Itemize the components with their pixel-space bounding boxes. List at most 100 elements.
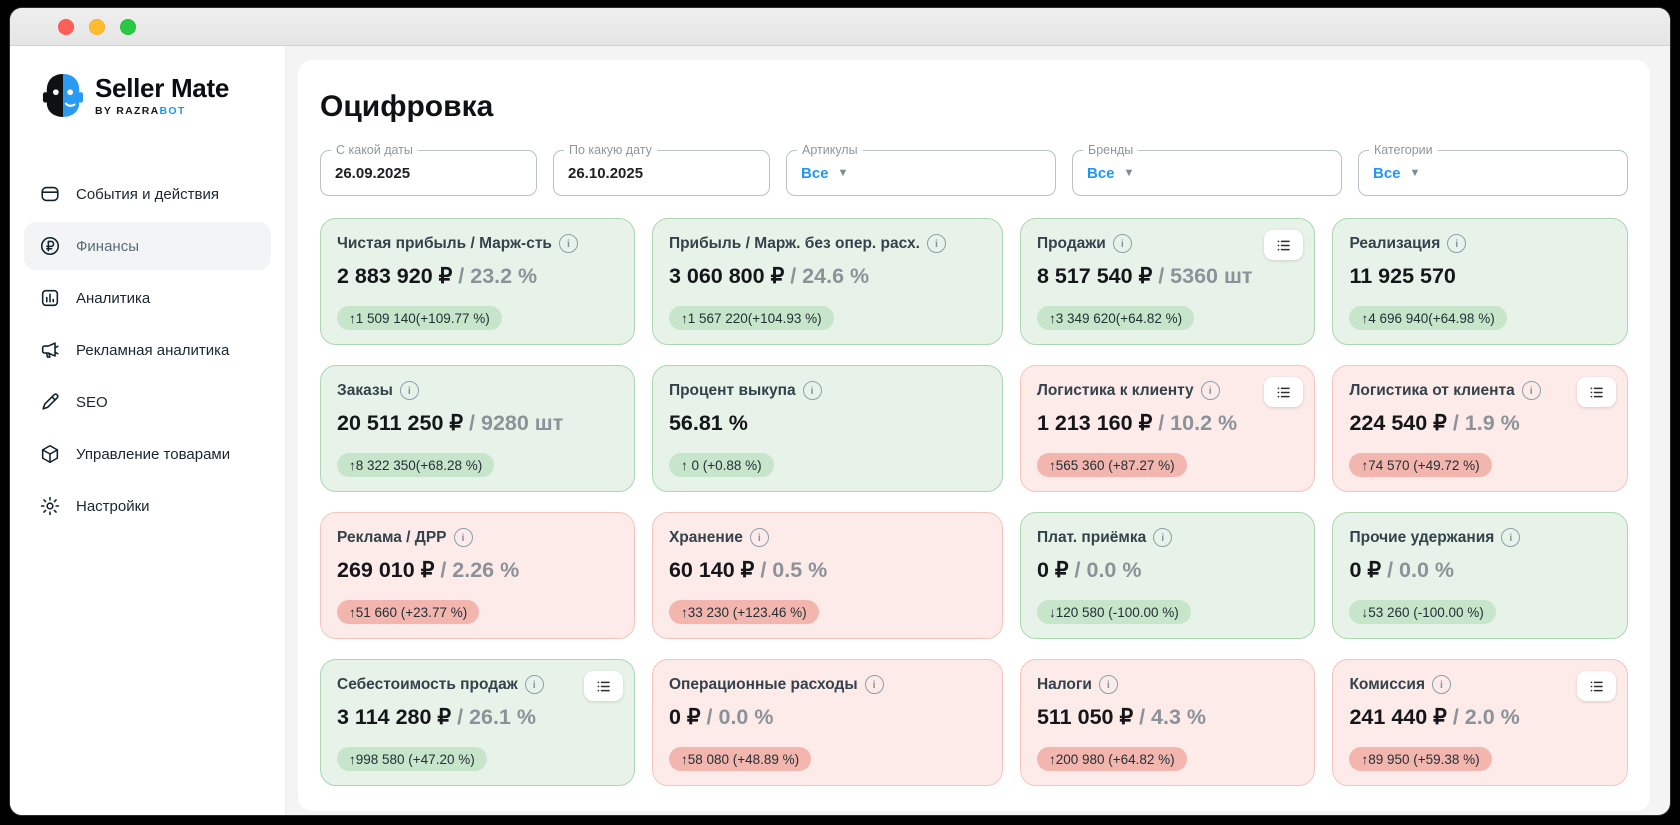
logo-title: Seller Mate bbox=[95, 73, 229, 103]
metric-card-profit_no_opex: Прибыль / Марж. без опер. расх. i 3 060 80… bbox=[651, 218, 1003, 345]
info-icon[interactable]: i bbox=[1200, 381, 1220, 400]
sidebar-item-events[interactable]: События и действия bbox=[24, 170, 271, 218]
card-amount: 60 140 ₽ bbox=[668, 558, 755, 582]
card-secondary-value: / 0.5 % bbox=[754, 558, 828, 582]
traffic-light-close-icon[interactable] bbox=[58, 18, 74, 35]
metric-card-storage: Хранение i 60 140 ₽ / 0.5 % ↑33 230 (+123.4… bbox=[651, 512, 1003, 639]
delta-badge: ↑565 360 (+87.27 %) bbox=[1036, 453, 1187, 477]
card-amount: 269 010 ₽ bbox=[337, 558, 435, 582]
metric-card-buyout_percent: Процент выкупа i 56.81 % ↑ 0 (+0.88 %) bbox=[651, 365, 1003, 492]
card-secondary-value: / 26.1 % bbox=[451, 705, 536, 729]
card-list-button[interactable] bbox=[1577, 671, 1616, 701]
app-window: Seller Mate BY RAZRABOT События и действ… bbox=[10, 8, 1670, 815]
delta-badge: ↑33 230 (+123.46 %) bbox=[668, 600, 819, 624]
card-list-button[interactable] bbox=[1264, 230, 1304, 260]
card-value: 0 ₽ / 0.0 % bbox=[1349, 558, 1611, 583]
filter-value: Все bbox=[1373, 164, 1401, 182]
info-icon[interactable]: i bbox=[926, 234, 946, 253]
card-title-row: Плат. приёмка i bbox=[1037, 528, 1299, 547]
logo-subtitle-accent: BOT bbox=[159, 105, 186, 117]
card-title-row: Чистая прибыль / Марж-сть i bbox=[337, 234, 618, 253]
info-icon[interactable]: i bbox=[1447, 234, 1467, 253]
sidebar-nav: События и действия Финансы Аналитика Реклам… bbox=[10, 170, 285, 530]
card-amount: 11 925 570 bbox=[1349, 264, 1456, 288]
card-title: Реклама / ДРР bbox=[337, 528, 447, 546]
info-icon[interactable]: i bbox=[453, 528, 473, 547]
info-icon[interactable]: i bbox=[802, 381, 822, 400]
info-icon[interactable]: i bbox=[399, 381, 419, 400]
sidebar-item-products[interactable]: Управление товарами bbox=[24, 430, 271, 478]
delta-badge: ↑ 0 (+0.88 %) bbox=[668, 453, 774, 477]
card-amount: 3 060 800 ₽ bbox=[668, 264, 785, 288]
delta-badge: ↑74 570 (+49.72 %) bbox=[1349, 453, 1492, 477]
card-value: 1 213 160 ₽ / 10.2 % bbox=[1037, 411, 1299, 436]
info-icon[interactable]: i bbox=[1432, 675, 1452, 694]
card-title-row: Налоги i bbox=[1037, 675, 1299, 694]
card-title-row: Себестоимость продаж i bbox=[337, 675, 618, 694]
card-title-row: Процент выкупа i bbox=[669, 381, 986, 400]
card-value: 511 050 ₽ / 4.3 % bbox=[1037, 705, 1299, 730]
filter-date_to[interactable]: По какую дату 26.10.2025 bbox=[553, 143, 770, 196]
card-title-row: Логистика от клиента i bbox=[1349, 381, 1611, 400]
info-icon[interactable]: i bbox=[1112, 234, 1132, 253]
sidebar-item-ads[interactable]: Рекламная аналитика bbox=[24, 326, 271, 374]
card-secondary-value: / 24.6 % bbox=[784, 264, 870, 288]
content-panel: Оцифровка С какой даты 26.09.2025 По какую… bbox=[298, 60, 1650, 811]
card-list-button[interactable] bbox=[583, 671, 623, 701]
sidebar-item-seo[interactable]: SEO bbox=[24, 378, 271, 426]
card-secondary-value: / 0.0 % bbox=[1068, 558, 1142, 582]
card-amount: 0 ₽ bbox=[1349, 558, 1382, 582]
card-list-button[interactable] bbox=[1577, 377, 1616, 407]
chevron-down-icon: ▼ bbox=[1409, 167, 1421, 179]
card-title: Реализация bbox=[1349, 234, 1441, 252]
info-icon[interactable]: i bbox=[1521, 381, 1541, 400]
card-title-row: Операционные расходы i bbox=[669, 675, 986, 694]
metric-card-realization: Реализация i 11 925 570 ↑4 696 940(+64.98 %… bbox=[1332, 218, 1628, 345]
filter-date_from[interactable]: С какой даты 26.09.2025 bbox=[320, 143, 537, 196]
card-amount: 20 511 250 ₽ bbox=[337, 411, 464, 435]
card-title: Логистика к клиенту bbox=[1036, 381, 1194, 399]
card-value: 0 ₽ / 0.0 % bbox=[669, 705, 986, 730]
metric-card-ads_drr: Реклама / ДРР i 269 010 ₽ / 2.26 % ↑51 660 … bbox=[320, 512, 635, 639]
filter-articles[interactable]: Артикулы Все ▼ bbox=[786, 143, 1056, 196]
info-icon[interactable]: i bbox=[749, 528, 769, 547]
card-title: Процент выкупа bbox=[668, 381, 796, 399]
delta-badge: ↑58 080 (+48.89 %) bbox=[668, 747, 812, 771]
card-value: 224 540 ₽ / 1.9 % bbox=[1349, 411, 1611, 436]
sidebar-item-finance[interactable]: Финансы bbox=[24, 222, 271, 270]
card-amount: 0 ₽ bbox=[1036, 558, 1069, 582]
card-amount: 2 883 920 ₽ bbox=[337, 264, 453, 288]
card-secondary-value: / 4.3 % bbox=[1133, 705, 1207, 729]
card-value: 8 517 540 ₽ / 5360 шт bbox=[1037, 264, 1299, 289]
info-icon[interactable]: i bbox=[1501, 528, 1521, 547]
filter-value: Все bbox=[801, 164, 829, 182]
info-icon[interactable]: i bbox=[1153, 528, 1173, 547]
filter-categories[interactable]: Категории Все ▼ bbox=[1358, 143, 1628, 196]
filter-label: Артикулы bbox=[797, 143, 863, 157]
delta-badge: ↑1 509 140(+109.77 %) bbox=[337, 306, 502, 330]
info-icon[interactable]: i bbox=[864, 675, 884, 694]
info-icon[interactable]: i bbox=[524, 675, 544, 694]
traffic-light-minimize-icon[interactable] bbox=[89, 18, 105, 35]
logo-text: Seller Mate BY RAZRABOT bbox=[95, 75, 229, 117]
metric-card-logistics_from_client: Логистика от клиента i 224 540 ₽ / 1.9 % ↑7… bbox=[1332, 365, 1628, 492]
delta-badge: ↓53 260 (-100.00 %) bbox=[1349, 600, 1496, 624]
sidebar-item-label: События и действия bbox=[76, 185, 219, 203]
info-icon[interactable]: i bbox=[558, 234, 578, 253]
card-icon bbox=[39, 183, 61, 205]
filter-brands[interactable]: Бренды Все ▼ bbox=[1072, 143, 1342, 196]
card-amount: 56.81 % bbox=[668, 411, 748, 435]
card-list-button[interactable] bbox=[1264, 377, 1304, 407]
filters-row: С какой даты 26.09.2025 По какую дату 26.10… bbox=[320, 143, 1628, 196]
sidebar-item-analytics[interactable]: Аналитика bbox=[24, 274, 271, 322]
delta-badge: ↑51 660 (+23.77 %) bbox=[337, 600, 480, 624]
filter-label: По какую дату bbox=[564, 143, 657, 157]
delta-badge: ↑8 322 350(+68.28 %) bbox=[337, 453, 495, 477]
sidebar-item-settings[interactable]: Настройки bbox=[24, 482, 271, 530]
traffic-light-zoom-icon[interactable] bbox=[120, 18, 136, 35]
card-secondary-value: / 0.0 % bbox=[1381, 558, 1454, 582]
delta-badge: ↑4 696 940(+64.98 %) bbox=[1349, 306, 1507, 330]
metric-card-cogs: Себестоимость продаж i 3 114 280 ₽ / 26.1 … bbox=[320, 659, 635, 786]
info-icon[interactable]: i bbox=[1098, 675, 1118, 694]
card-amount: 511 050 ₽ bbox=[1036, 705, 1134, 729]
